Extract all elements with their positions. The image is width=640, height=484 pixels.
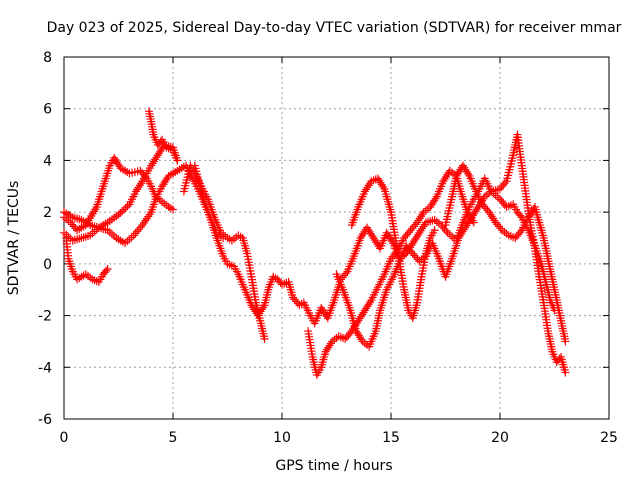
data-point [496,224,505,233]
data-point [500,179,509,188]
data-point [114,210,123,219]
x-tick-label: 25 [600,430,618,446]
series-4 [62,234,112,286]
data-point [68,220,77,229]
data-point [403,230,412,239]
x-axis-label: GPS time / hours [275,458,392,474]
series-9 [332,130,570,377]
x-tick-label: 5 [169,430,178,446]
data-point [292,297,301,306]
y-tick-label: 2 [43,205,52,221]
y-tick-label: 4 [43,153,52,169]
data-point [116,209,125,218]
data-point [346,329,355,338]
data-point [481,204,490,213]
data-point [440,224,449,233]
data-point [430,226,439,235]
data-point [169,205,177,214]
data-point [118,207,127,216]
data-point [412,253,421,262]
x-tick-label: 15 [382,430,400,446]
data-point [341,334,350,343]
y-tick-label: 6 [43,102,52,118]
data-point [493,220,502,229]
y-tick-label: 0 [43,257,52,273]
data-point [478,200,487,209]
data-point [402,241,411,250]
data-point [293,299,302,308]
data-marks [60,107,570,380]
data-point [411,220,420,229]
data-point [491,218,500,227]
series-11 [441,161,570,346]
data-point [387,254,395,263]
x-tick-label: 0 [60,430,69,446]
x-tick-label: 10 [273,430,291,446]
data-point [516,211,525,220]
data-point [342,332,351,341]
y-tick-label: -4 [38,360,52,376]
data-point [514,230,523,239]
data-point [483,206,492,215]
data-point [480,202,489,211]
data-point [400,234,409,242]
data-point [561,368,570,377]
data-point [512,232,521,241]
series-10 [347,174,439,323]
data-point [401,232,410,241]
data-point [388,252,397,261]
data-point [288,293,297,302]
data-point [344,330,353,339]
data-point [511,234,520,242]
data-point [102,266,111,275]
data-point [340,271,349,280]
data-point [121,203,130,212]
data-point [407,247,416,256]
series-6 [179,161,269,343]
data-point [119,205,128,214]
data-point [103,265,112,274]
data-point [136,166,145,175]
y-tick-labels: -6 -4 -2 0 2 4 6 8 [38,50,52,428]
data-point [290,295,299,304]
data-point [408,224,417,233]
y-axis-label: SDTVAR / TECUs [6,181,22,296]
data-point [404,228,413,237]
data-point [260,334,269,343]
data-point [71,224,80,233]
data-point [410,251,419,260]
data-point [406,226,415,235]
data-point [123,202,132,211]
data-point [561,337,570,346]
y-tick-label: -2 [38,309,52,325]
data-point [403,243,412,252]
data-point [409,222,418,231]
x-tick-label: 20 [491,430,509,446]
chart-title: Day 023 of 2025, Sidereal Day-to-day VTE… [47,20,622,36]
data-point [173,156,182,165]
data-point [408,249,417,258]
x-tick-labels: 0 5 10 15 20 25 [60,430,618,446]
data-point [69,222,78,231]
data-point [494,222,503,231]
data-point [341,269,350,278]
data-point [496,184,504,193]
data-point [497,182,506,191]
y-tick-label: 8 [43,50,52,66]
data-point [516,228,525,237]
y-tick-label: -6 [38,412,52,428]
data-point [338,273,347,282]
data-point [499,180,508,189]
data-point [496,195,504,204]
data-point [405,245,414,254]
data-point [499,199,508,208]
data-point [497,197,506,206]
series-5 [145,107,182,165]
